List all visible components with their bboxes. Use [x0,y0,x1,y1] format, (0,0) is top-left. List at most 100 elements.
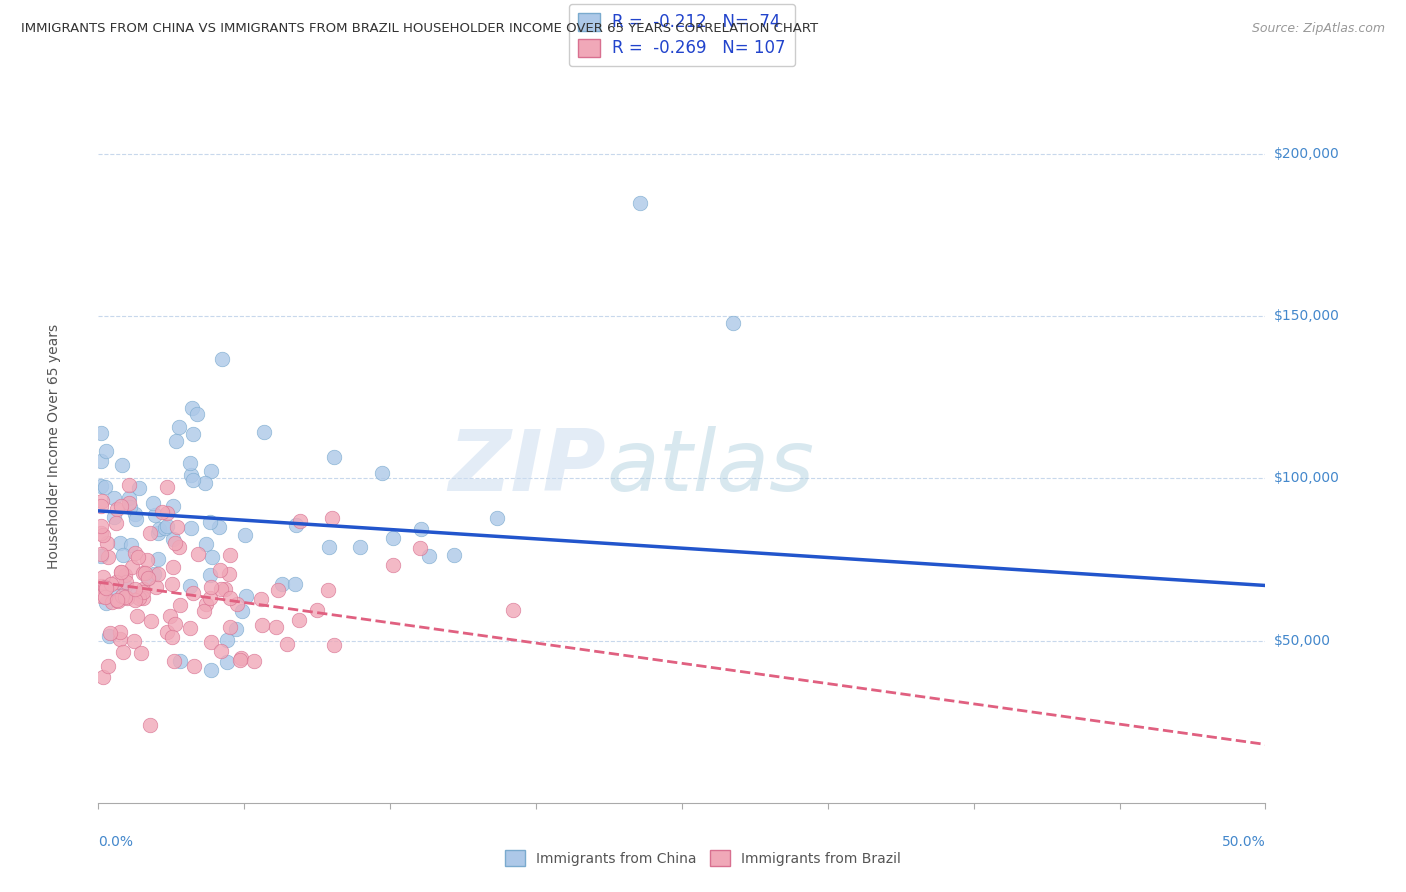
Point [166,520,188,534]
Point [267,582,290,597]
Point [194,475,217,490]
Point [382,532,405,546]
Point [97,659,120,673]
Point [215,632,238,647]
Point [179,621,201,635]
Point [112,548,135,562]
Point [128,591,150,606]
Point [146,566,169,581]
Point [169,599,191,613]
Point [208,520,231,534]
Point [181,586,204,600]
Point [276,637,298,651]
Point [108,632,131,647]
Point [129,646,152,660]
Point [96,581,118,595]
Point [150,505,173,519]
Point [233,528,256,542]
Point [90,549,112,563]
Point [93,580,115,594]
Point [370,467,392,481]
Point [349,540,371,554]
Point [179,456,201,470]
Point [153,521,176,535]
Point [148,522,170,536]
Point [115,574,138,589]
Text: IMMIGRANTS FROM CHINA VS IMMIGRANTS FROM BRAZIL HOUSEHOLDER INCOME OVER 65 YEARS: IMMIGRANTS FROM CHINA VS IMMIGRANTS FROM… [21,22,818,36]
Point [115,591,138,605]
Point [162,500,184,514]
Point [94,590,117,604]
Point [90,425,112,440]
Point [110,566,132,580]
Point [135,553,157,567]
Text: Householder Income Over 65 years: Householder Income Over 65 years [46,324,60,568]
Point [90,454,112,468]
Point [105,502,128,516]
Point [110,499,132,513]
Point [110,565,132,579]
Point [114,590,136,604]
Point [100,577,122,591]
Text: 0.0%: 0.0% [98,835,134,849]
Text: $150,000: $150,000 [1274,310,1340,323]
Legend: Immigrants from China, Immigrants from Brazil: Immigrants from China, Immigrants from B… [499,845,907,871]
Point [156,506,179,520]
Point [411,522,433,536]
Point [187,547,209,561]
Point [181,426,204,441]
Point [108,536,131,550]
Point [408,541,430,555]
Point [201,549,224,564]
Point [97,549,120,564]
Point [723,316,745,330]
Point [200,635,222,649]
Point [111,589,134,603]
Point [101,585,124,599]
Point [156,624,179,639]
Point [127,549,149,564]
Point [163,616,186,631]
Point [225,597,247,611]
Point [242,654,264,668]
Point [90,589,112,603]
Point [132,591,155,605]
Point [145,580,167,594]
Point [165,536,187,550]
Point [218,548,240,562]
Legend: R =  -0.212   N=  74, R =  -0.269   N= 107: R = -0.212 N= 74, R = -0.269 N= 107 [569,4,794,66]
Point [316,583,339,598]
Point [142,566,165,581]
Point [193,604,215,618]
Point [112,645,135,659]
Point [125,512,148,526]
Point [114,567,136,582]
Point [96,597,118,611]
Point [231,604,253,618]
Point [156,480,179,494]
Point [132,584,155,599]
Point [146,525,169,540]
Point [146,552,169,566]
Point [160,630,183,644]
Point [132,566,155,581]
Point [121,560,143,574]
Point [183,658,205,673]
Point [90,499,112,513]
Point [98,625,121,640]
Point [418,549,440,564]
Point [162,655,184,669]
Point [323,638,346,652]
Point [209,564,232,578]
Point [128,481,150,495]
Point [101,595,124,609]
Point [160,577,183,591]
Point [186,407,208,421]
Point [120,500,142,514]
Point [107,593,129,607]
Point [103,491,125,505]
Point [97,629,120,643]
Point [211,644,233,658]
Point [486,511,509,525]
Point [136,571,159,585]
